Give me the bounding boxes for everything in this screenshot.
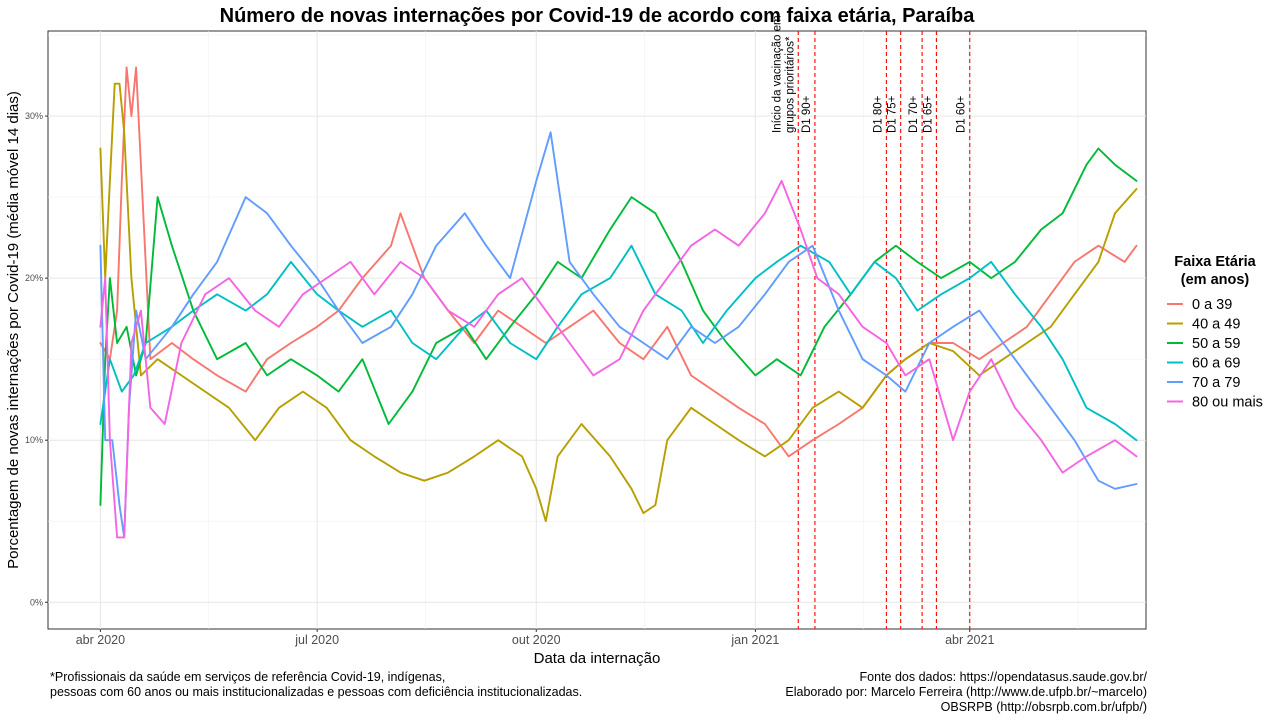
x-tick-label-4: abr 2021	[945, 633, 994, 647]
y-tick-label-1: 10%	[25, 435, 43, 445]
chart-title: Número de novas internações por Covid-19…	[220, 5, 976, 27]
legend-label-4: 70 a 79	[1192, 375, 1240, 391]
footnote-left: *Profissionais da saúde em serviços de r…	[50, 670, 582, 700]
series-line-0	[99, 66, 1138, 458]
vaccination-markers: Início da vacinação em grupos prioritário…	[771, 15, 971, 629]
legend-label-5: 80 ou mais	[1192, 395, 1263, 411]
x-axis-title: Data da internação	[534, 650, 661, 667]
legend: Faixa Etária (em anos) 0 a 39 40 a 49 50 a…	[1167, 254, 1263, 411]
plot-panel	[47, 30, 1147, 630]
legend-label-1: 40 a 49	[1192, 317, 1240, 333]
vline-label-2-0: D1 80+	[872, 95, 884, 133]
legend-title-line-1: Faixa Etária	[1174, 254, 1256, 270]
y-tick-label-0: 0%	[30, 597, 43, 607]
grid-layer	[48, 31, 1146, 629]
series-line-1	[99, 82, 1138, 523]
legend-label-2: 50 a 59	[1192, 336, 1240, 352]
series-layer	[99, 66, 1138, 539]
series-line-4	[99, 131, 1138, 539]
y-tick-label-2: 20%	[25, 273, 43, 283]
x-tick-label-2: out 2020	[512, 633, 561, 647]
vline-label-0-1: grupos prioritários*	[784, 36, 796, 133]
footnote-left-line-2: pessoas com 60 anos ou mais instituciona…	[50, 685, 583, 699]
axis-layer: 0% 10% 20% 30% abr 2020 jul 2020 out 2020 jan 2…	[25, 111, 994, 647]
legend-label-0: 0 a 39	[1192, 297, 1232, 313]
series-line-3	[99, 244, 1138, 442]
vline-label-4-0: D1 70+	[908, 95, 920, 133]
footnote-right-line-3: OBSRPB (http://obsrpb.com.br/ufpb/)	[940, 700, 1147, 714]
vline-label-3-0: D1 75+	[887, 95, 899, 133]
y-tick-label-3: 30%	[25, 111, 43, 121]
legend-title-line-2: (em anos)	[1181, 272, 1250, 288]
vline-label-1-0: D1 90+	[801, 95, 813, 133]
footnote-right: Fonte dos dados: https://opendatasus.sau…	[785, 670, 1147, 715]
series-line-2	[99, 147, 1138, 506]
x-tick-label-1: jul 2020	[294, 633, 339, 647]
legend-label-3: 60 a 69	[1192, 356, 1240, 372]
x-tick-label-0: abr 2020	[76, 633, 125, 647]
vline-label-5-0: D1 65+	[922, 95, 934, 133]
footnote-left-line-1: *Profissionais da saúde em serviços de r…	[50, 670, 446, 684]
y-axis-title: Porcentagem de novas internações por Cov…	[5, 91, 22, 569]
footnote-right-line-2: Elaborado por: Marcelo Ferreira (http://…	[785, 685, 1147, 699]
series-line-5	[99, 179, 1138, 539]
footnote-right-line-1: Fonte dos dados: https://opendatasus.sau…	[859, 670, 1147, 684]
legend-items: 0 a 39 40 a 49 50 a 59 60 a 69 70 a 79 80 ou …	[1167, 297, 1263, 411]
vline-label-6-0: D1 60+	[956, 95, 968, 133]
vline-label-0-0: Início da vacinação em	[771, 15, 783, 133]
x-tick-label-3: jan 2021	[730, 633, 779, 647]
